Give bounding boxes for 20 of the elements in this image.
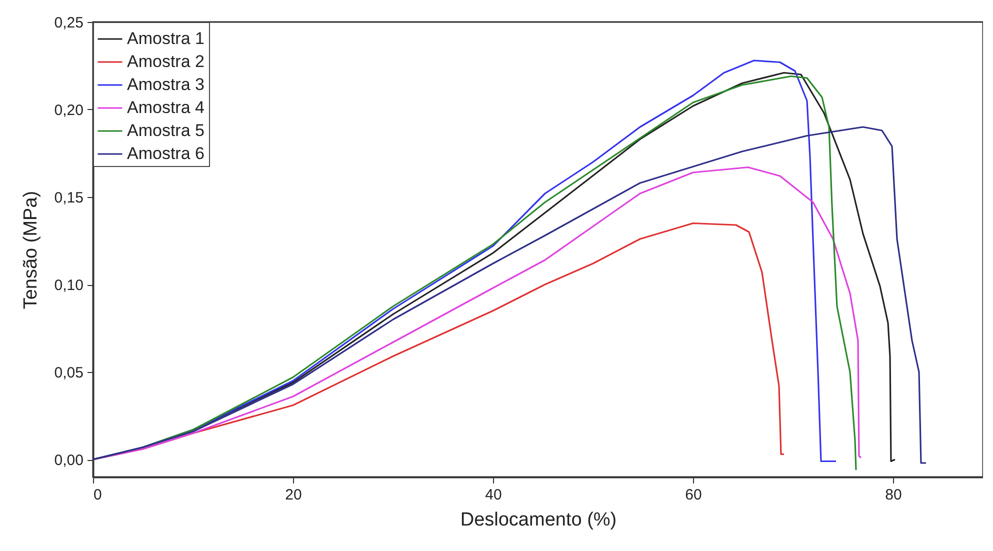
- y-tick-label: 0,10: [54, 277, 84, 294]
- line-series: [93, 126, 927, 464]
- legend-label: Amostra 5: [127, 121, 204, 140]
- x-tick-label: 20: [285, 486, 302, 504]
- y-tick-label: 0,15: [54, 190, 84, 206]
- x-tick-label: 0: [94, 486, 102, 504]
- legend-label: Amostra 2: [127, 52, 204, 71]
- y-tick-label: 0,25: [54, 14, 84, 32]
- x-axis-title: Deslocamento (%): [460, 510, 617, 530]
- y-tick-label: 0,00: [54, 452, 84, 469]
- y-axis-title: Tensão (MPa): [20, 190, 42, 310]
- y-tick-label: 0,05: [54, 364, 84, 382]
- x-tick-label: 80: [885, 486, 902, 504]
- legend-label: Amostra 6: [127, 144, 204, 163]
- x-tick-label: 60: [685, 486, 702, 504]
- y-tick-label: 0,20: [54, 102, 84, 119]
- legend-label: Amostra 1: [127, 29, 204, 48]
- legend-label: Amostra 4: [127, 98, 204, 117]
- legend-label: Amostra 3: [127, 75, 204, 94]
- x-tick-label: 40: [485, 486, 502, 504]
